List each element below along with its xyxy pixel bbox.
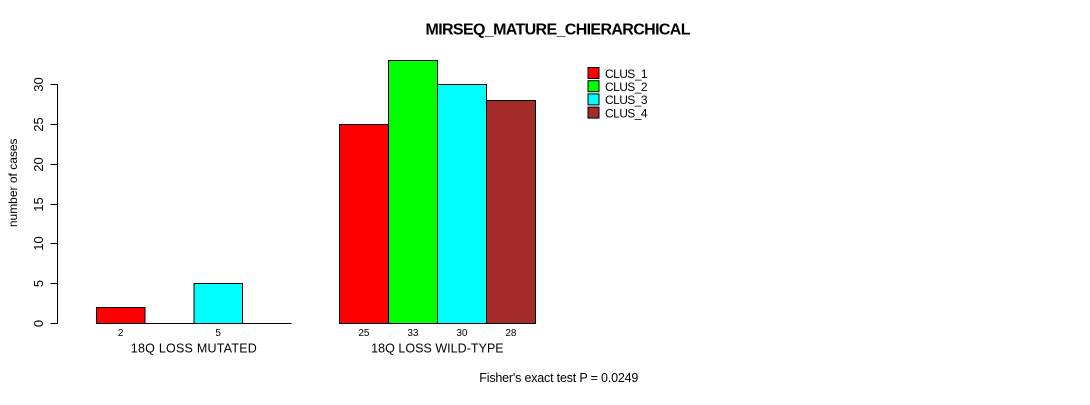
svg-text:5: 5 <box>31 280 46 287</box>
svg-text:18Q LOSS WILD-TYPE: 18Q LOSS WILD-TYPE <box>371 342 504 356</box>
svg-text:28: 28 <box>505 328 517 339</box>
svg-text:15: 15 <box>31 197 46 211</box>
svg-text:18Q LOSS MUTATED: 18Q LOSS MUTATED <box>131 342 257 356</box>
svg-text:CLUS_3: CLUS_3 <box>605 93 648 107</box>
svg-text:5: 5 <box>215 328 221 339</box>
svg-text:30: 30 <box>31 77 46 91</box>
svg-text:30: 30 <box>456 328 468 339</box>
svg-text:33: 33 <box>407 328 419 339</box>
svg-text:MIRSEQ_MATURE_CHIERARCHICAL: MIRSEQ_MATURE_CHIERARCHICAL <box>426 22 691 39</box>
svg-text:2: 2 <box>118 328 124 339</box>
svg-text:20: 20 <box>31 157 46 171</box>
svg-text:CLUS_1: CLUS_1 <box>605 67 648 81</box>
svg-text:25: 25 <box>358 328 370 339</box>
svg-text:25: 25 <box>31 117 46 131</box>
svg-text:CLUS_2: CLUS_2 <box>605 80 648 94</box>
svg-text:10: 10 <box>31 236 46 250</box>
svg-text:number of cases: number of cases <box>6 138 20 227</box>
svg-text:Fisher's exact test P = 0.0249: Fisher's exact test P = 0.0249 <box>479 371 638 385</box>
svg-text:0: 0 <box>31 320 46 327</box>
svg-text:CLUS_4: CLUS_4 <box>605 106 648 120</box>
